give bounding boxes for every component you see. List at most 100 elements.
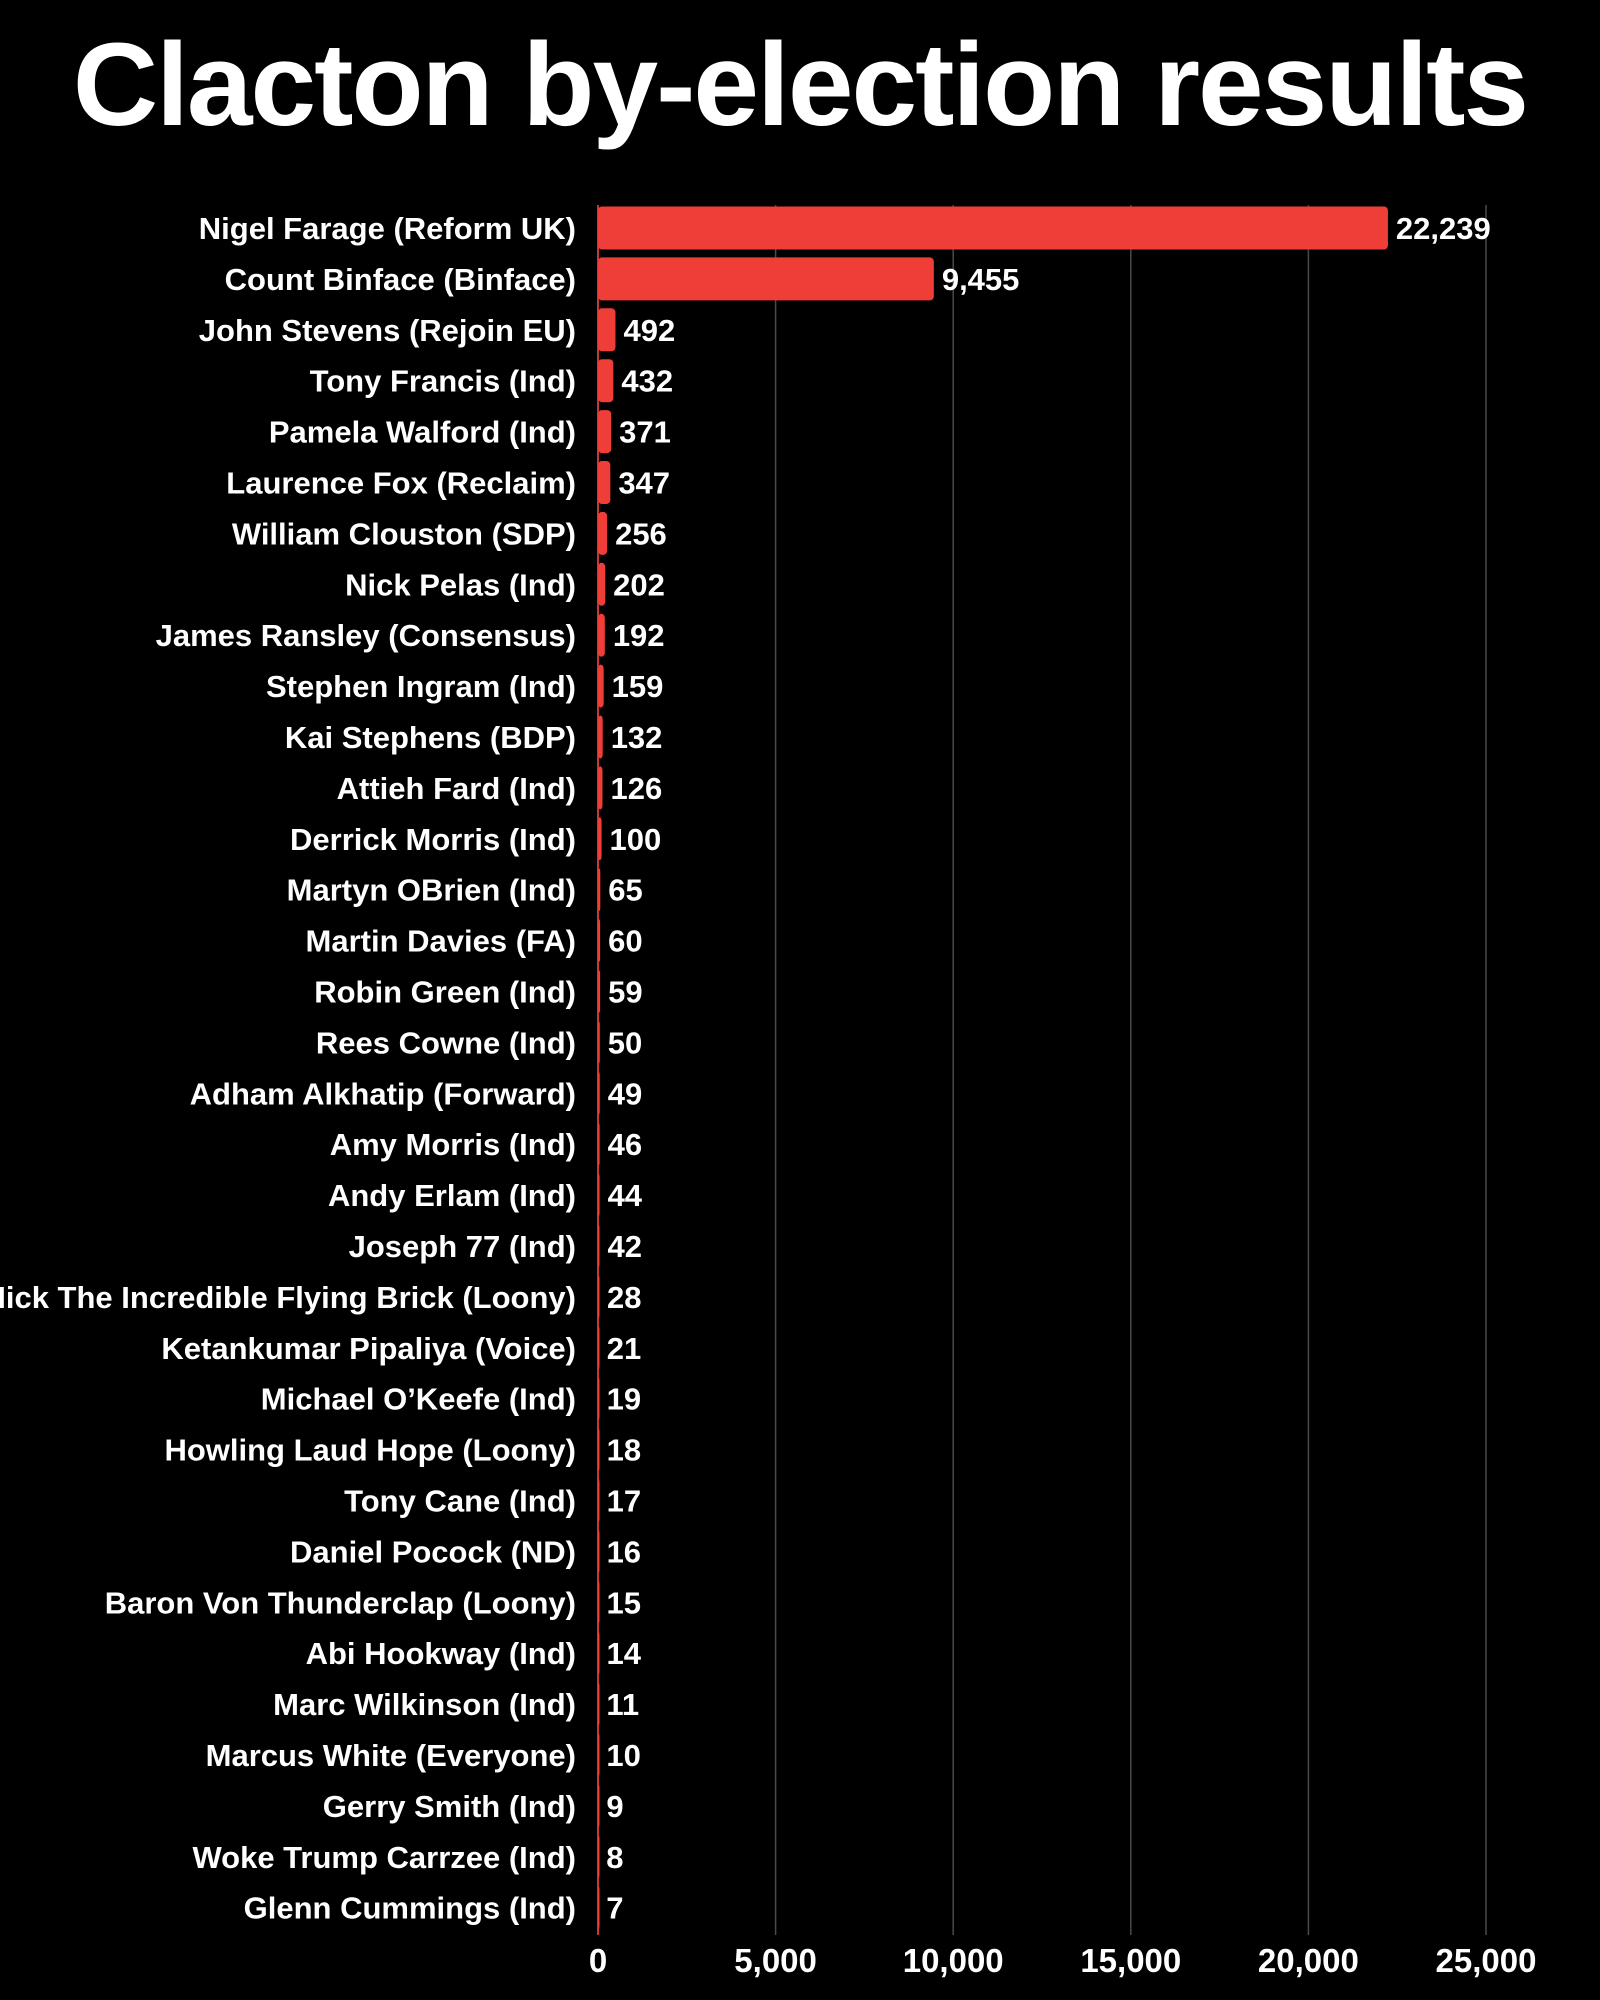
x-tick-label: 10,000 bbox=[903, 1942, 1004, 1979]
bar bbox=[598, 461, 611, 504]
category-label: Nick The Incredible Flying Brick (Loony) bbox=[0, 1280, 576, 1315]
category-label: James Ransley (Consensus) bbox=[156, 618, 576, 653]
bar bbox=[598, 206, 1388, 250]
value-label: 21 bbox=[607, 1331, 641, 1366]
value-label: 60 bbox=[608, 924, 642, 959]
bar bbox=[598, 1580, 600, 1624]
category-label: Marc Wilkinson (Ind) bbox=[273, 1687, 576, 1722]
category-label: Laurence Fox (Reclaim) bbox=[226, 466, 576, 501]
bar bbox=[598, 410, 612, 454]
bar bbox=[598, 1835, 600, 1879]
bar bbox=[598, 613, 605, 657]
value-label: 100 bbox=[610, 822, 662, 857]
bar bbox=[598, 1071, 600, 1115]
category-label: Howling Laud Hope (Loony) bbox=[164, 1433, 576, 1468]
value-label: 42 bbox=[607, 1229, 641, 1264]
value-label: 17 bbox=[607, 1484, 641, 1519]
bar bbox=[598, 1173, 600, 1217]
value-label: 202 bbox=[613, 567, 665, 602]
category-label: Adham Alkhatip (Forward) bbox=[190, 1076, 576, 1111]
category-label: Gerry Smith (Ind) bbox=[323, 1789, 576, 1824]
value-label: 11 bbox=[606, 1687, 639, 1722]
value-label: 9 bbox=[606, 1789, 623, 1824]
value-label: 126 bbox=[610, 771, 662, 806]
category-label: Count Binface (Binface) bbox=[225, 262, 576, 297]
category-label: Amy Morris (Ind) bbox=[330, 1127, 576, 1162]
bar bbox=[598, 868, 601, 912]
bar bbox=[598, 766, 603, 810]
x-axis-ticks: 0 5,000 10,000 15,000 20,000 25,000 bbox=[589, 1942, 1537, 1979]
category-label: Martin Davies (FA) bbox=[306, 924, 576, 959]
bar bbox=[598, 1428, 600, 1472]
category-label: Martyn OBrien (Ind) bbox=[287, 873, 576, 908]
value-label: 159 bbox=[612, 669, 664, 704]
value-label: 14 bbox=[606, 1636, 641, 1671]
value-label: 59 bbox=[608, 975, 642, 1010]
category-label: Derrick Morris (Ind) bbox=[290, 822, 576, 857]
x-tick-label: 5,000 bbox=[734, 1942, 817, 1979]
category-label: Tony Cane (Ind) bbox=[344, 1484, 576, 1519]
category-label: Abi Hookway (Ind) bbox=[306, 1636, 576, 1671]
value-label: 371 bbox=[619, 415, 671, 450]
value-label: 15 bbox=[607, 1585, 641, 1620]
category-label: Marcus White (Everyone) bbox=[206, 1738, 576, 1773]
category-label: Robin Green (Ind) bbox=[314, 975, 576, 1010]
category-label: Andy Erlam (Ind) bbox=[328, 1178, 576, 1213]
bar bbox=[598, 1224, 600, 1268]
value-label: 492 bbox=[623, 313, 675, 348]
value-label: 44 bbox=[608, 1178, 643, 1213]
category-label: Ketankumar Pipaliya (Voice) bbox=[161, 1331, 576, 1366]
category-label: Rees Cowne (Ind) bbox=[316, 1025, 576, 1060]
value-label: 132 bbox=[611, 720, 663, 755]
bar bbox=[598, 1682, 600, 1726]
category-label: Tony Francis (Ind) bbox=[310, 364, 576, 399]
category-label: Nigel Farage (Reform UK) bbox=[199, 211, 576, 246]
value-label: 46 bbox=[608, 1127, 642, 1162]
bar bbox=[598, 257, 934, 301]
bar bbox=[598, 664, 604, 708]
value-labels: 22,2399,45549243237134725620219215913212… bbox=[606, 211, 1491, 1926]
value-label: 9,455 bbox=[942, 262, 1020, 297]
bars bbox=[598, 206, 1388, 1930]
bar bbox=[598, 562, 606, 606]
bar bbox=[598, 919, 601, 963]
bar bbox=[598, 817, 602, 861]
bar bbox=[598, 1275, 600, 1319]
category-label: Glenn Cummings (Ind) bbox=[244, 1891, 576, 1926]
bar bbox=[598, 1886, 600, 1930]
x-tick-label: 20,000 bbox=[1258, 1942, 1359, 1979]
bar bbox=[598, 1020, 600, 1064]
category-label: Woke Trump Carrzee (Ind) bbox=[192, 1840, 576, 1875]
value-label: 8 bbox=[606, 1840, 623, 1875]
chart-title: Clacton by-election results bbox=[73, 19, 1527, 151]
bar bbox=[598, 511, 608, 555]
value-label: 10 bbox=[606, 1738, 640, 1773]
bar bbox=[598, 970, 601, 1013]
category-label: Kai Stephens (BDP) bbox=[285, 720, 576, 755]
x-tick-label: 0 bbox=[589, 1942, 607, 1979]
bar bbox=[598, 715, 603, 759]
category-label: Pamela Walford (Ind) bbox=[269, 415, 576, 450]
value-label: 28 bbox=[607, 1280, 641, 1315]
category-label: Stephen Ingram (Ind) bbox=[266, 669, 576, 704]
bar bbox=[598, 1377, 600, 1421]
bar bbox=[598, 1122, 600, 1166]
x-tick-label: 15,000 bbox=[1080, 1942, 1181, 1979]
x-tick-label: 25,000 bbox=[1436, 1942, 1537, 1979]
bar bbox=[598, 359, 614, 403]
value-label: 256 bbox=[615, 516, 667, 551]
value-label: 347 bbox=[618, 466, 670, 501]
value-label: 65 bbox=[608, 873, 642, 908]
value-label: 192 bbox=[613, 618, 665, 653]
gridlines bbox=[597, 205, 1487, 1935]
bar bbox=[598, 1631, 600, 1675]
category-label: Michael O’Keefe (Ind) bbox=[261, 1382, 576, 1417]
category-label: Daniel Pocock (ND) bbox=[290, 1534, 576, 1569]
category-label: Nick Pelas (Ind) bbox=[345, 567, 576, 602]
category-label: Joseph 77 (Ind) bbox=[349, 1229, 576, 1264]
category-label: John Stevens (Rejoin EU) bbox=[199, 313, 576, 348]
category-label: William Clouston (SDP) bbox=[232, 516, 576, 551]
category-labels: Nigel Farage (Reform UK) Count Binface (B… bbox=[0, 211, 576, 1926]
value-label: 22,239 bbox=[1396, 211, 1491, 246]
